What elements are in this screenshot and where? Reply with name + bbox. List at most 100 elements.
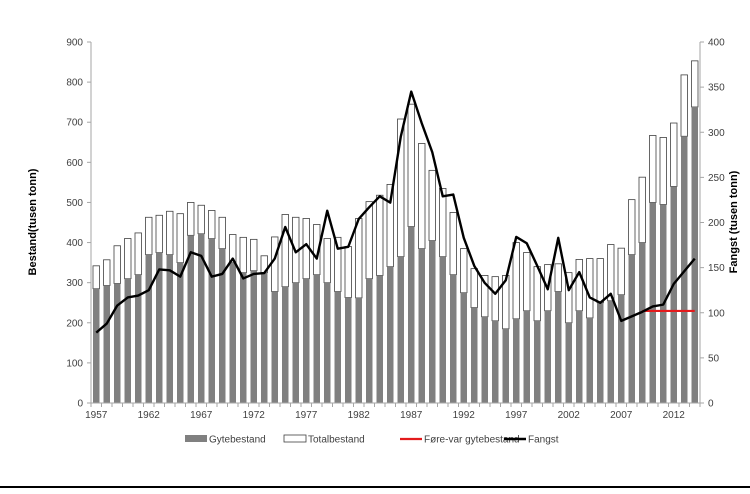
bar-totalbestand [628, 199, 636, 255]
left-tick-label: 700 [66, 118, 83, 129]
right-tick-label: 0 [708, 399, 714, 410]
right-tick-label: 100 [708, 308, 725, 319]
bar-totalbestand [344, 246, 352, 298]
line-series [95, 90, 696, 334]
left-tick-label: 300 [66, 278, 83, 289]
bar-gytebestand [313, 274, 320, 403]
x-tick-label: 2012 [663, 410, 686, 421]
bar-totalbestand [470, 268, 478, 308]
x-tick-label: 1967 [190, 410, 213, 421]
bar-gytebestand [492, 320, 499, 403]
right-tick-label: 200 [708, 218, 725, 229]
bar-totalbestand [197, 204, 205, 235]
left-tick-label: 900 [66, 38, 83, 49]
bar-gytebestand [502, 328, 509, 403]
legend: Gytebestand Totalbestand Føre-var gytebest… [185, 435, 559, 446]
bar-gytebestand [597, 302, 604, 403]
bar-gytebestand [544, 310, 551, 403]
left-tick-label: 100 [66, 358, 83, 369]
bar-totalbestand [670, 122, 678, 187]
right-tick-label: 250 [708, 173, 725, 184]
bar-totalbestand [323, 238, 331, 284]
bar-totalbestand [491, 276, 499, 322]
bar-gytebestand [418, 248, 425, 403]
bar-totalbestand [460, 248, 468, 294]
bar-totalbestand [533, 266, 541, 322]
bar-gytebestand [114, 283, 121, 403]
bar-totalbestand [512, 242, 520, 320]
bar-gytebestand [471, 307, 478, 403]
bar-totalbestand [407, 103, 415, 227]
left-tick-label: 200 [66, 318, 83, 329]
bar-gytebestand [219, 248, 226, 403]
x-tick-label: 1957 [85, 410, 108, 421]
bar-gytebestand [618, 294, 625, 403]
bar-totalbestand [239, 236, 247, 274]
legend-label: Totalbestand [308, 435, 365, 446]
bar-gytebestand [292, 282, 299, 403]
bar-gytebestand [460, 292, 467, 403]
left-axis-title: Bestand(tusen tonn) [27, 168, 39, 275]
bar-totalbestand [575, 259, 583, 312]
bar-totalbestand [124, 238, 132, 280]
bar-gytebestand [576, 310, 583, 403]
line-fangst [95, 90, 696, 334]
bar-totalbestand [439, 188, 447, 257]
bar-totalbestand [680, 74, 688, 137]
bar-gytebestand [250, 270, 257, 403]
bar-gytebestand [271, 291, 278, 403]
legend-item: Gytebestand [185, 435, 266, 446]
bar-totalbestand [638, 176, 646, 243]
bar-gytebestand [93, 288, 100, 403]
bar-gytebestand [156, 252, 163, 403]
bar-gytebestand [208, 238, 215, 403]
bar-gytebestand [586, 317, 593, 403]
bar-totalbestand [649, 135, 657, 203]
right-tick-label: 400 [708, 38, 725, 49]
legend-item: Fangst [504, 435, 559, 446]
x-tick-label: 1977 [295, 410, 318, 421]
axes: 0 100 200 300 400 500 600 700 800 900 0 50 100 150 200… [66, 38, 725, 422]
bar-totalbestand [449, 212, 457, 276]
bar-totalbestand [607, 244, 615, 302]
bar-totalbestand [176, 213, 184, 264]
bar-gytebestand [523, 310, 530, 403]
bar-gytebestand [240, 272, 247, 403]
bar-gytebestand [691, 106, 698, 403]
bar-totalbestand [691, 60, 699, 108]
bar-totalbestand [586, 258, 594, 319]
bar-totalbestand [554, 263, 562, 292]
bar-totalbestand [208, 210, 216, 239]
bar-gytebestand [628, 254, 635, 403]
bar-gytebestand [103, 285, 110, 403]
bar-totalbestand [187, 202, 195, 236]
bar-totalbestand [365, 201, 373, 280]
bar-gytebestand [450, 274, 457, 403]
x-tick-label: 1972 [243, 410, 266, 421]
footer-divider [0, 486, 750, 488]
bar-totalbestand [271, 236, 279, 292]
bar-totalbestand [376, 194, 384, 276]
bar-gytebestand [387, 266, 394, 403]
bar-gytebestand [198, 233, 205, 403]
bar-gytebestand [555, 291, 562, 403]
bar-gytebestand [481, 316, 488, 403]
bar-totalbestand [355, 218, 363, 299]
legend-label: Gytebestand [209, 435, 266, 446]
right-axis-title: Fangst (tusen tonn) [728, 170, 740, 273]
bar-totalbestand [428, 169, 436, 241]
x-tick-label: 1982 [348, 410, 371, 421]
bar-totalbestand [596, 258, 604, 304]
bar-totalbestand [281, 214, 289, 288]
bar-gytebestand [345, 297, 352, 403]
bar-totalbestand [617, 247, 625, 296]
legend-label: Fangst [528, 435, 559, 446]
right-tick-label: 150 [708, 263, 725, 274]
bar-totalbestand [218, 216, 226, 249]
bar-gytebestand [366, 278, 373, 403]
legend-swatch-gray-icon [185, 435, 207, 442]
bar-gytebestand [282, 286, 289, 403]
bar-totalbestand [250, 238, 258, 272]
